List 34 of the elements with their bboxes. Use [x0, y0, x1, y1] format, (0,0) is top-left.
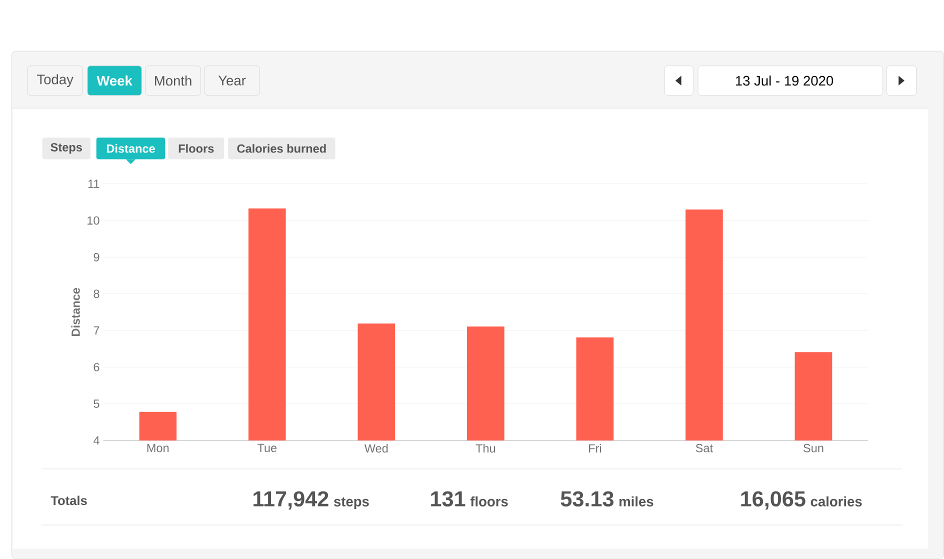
- y-tick-label: 11: [88, 180, 100, 188]
- y-tick-label: 4: [93, 436, 100, 445]
- text: Steps: [50, 143, 82, 154]
- text: 16,065: [741, 491, 806, 510]
- text: 131: [431, 491, 466, 507]
- y-tick-label: 10: [88, 216, 100, 225]
- y-tick-label: 5: [94, 400, 100, 408]
- text: Year: [218, 76, 246, 86]
- text: Totals: [50, 496, 87, 506]
- text: Week: [96, 76, 132, 86]
- y-tick-label: 9: [94, 253, 100, 262]
- text: Floors: [178, 144, 214, 153]
- text: Month: [155, 76, 192, 86]
- x-tick-label: Tue: [257, 444, 277, 452]
- x-tick-label: Sat: [696, 444, 713, 452]
- text: Distance: [106, 144, 155, 153]
- x-tick-label: Fri: [589, 444, 602, 453]
- y-axis-title: Distance: [71, 288, 80, 336]
- x-tick-label: Sun: [804, 444, 824, 452]
- text: 13 Jul - 19 2020: [736, 76, 834, 86]
- y-tick-label: 6: [94, 363, 100, 372]
- text: Calories burned: [237, 144, 326, 153]
- text: calories: [810, 496, 862, 507]
- y-tick-label: 7: [94, 326, 100, 335]
- x-tick-label: Mon: [147, 444, 169, 452]
- text: 53.13: [560, 491, 614, 507]
- text: 117,942: [254, 491, 328, 510]
- y-tick-label: 8: [94, 290, 100, 298]
- x-tick-label: Wed: [364, 444, 388, 453]
- text: Today: [37, 74, 74, 88]
- text: miles: [620, 496, 654, 507]
- text: steps: [334, 498, 369, 510]
- text: floors: [470, 496, 508, 507]
- x-tick-label: Thu: [476, 444, 496, 453]
